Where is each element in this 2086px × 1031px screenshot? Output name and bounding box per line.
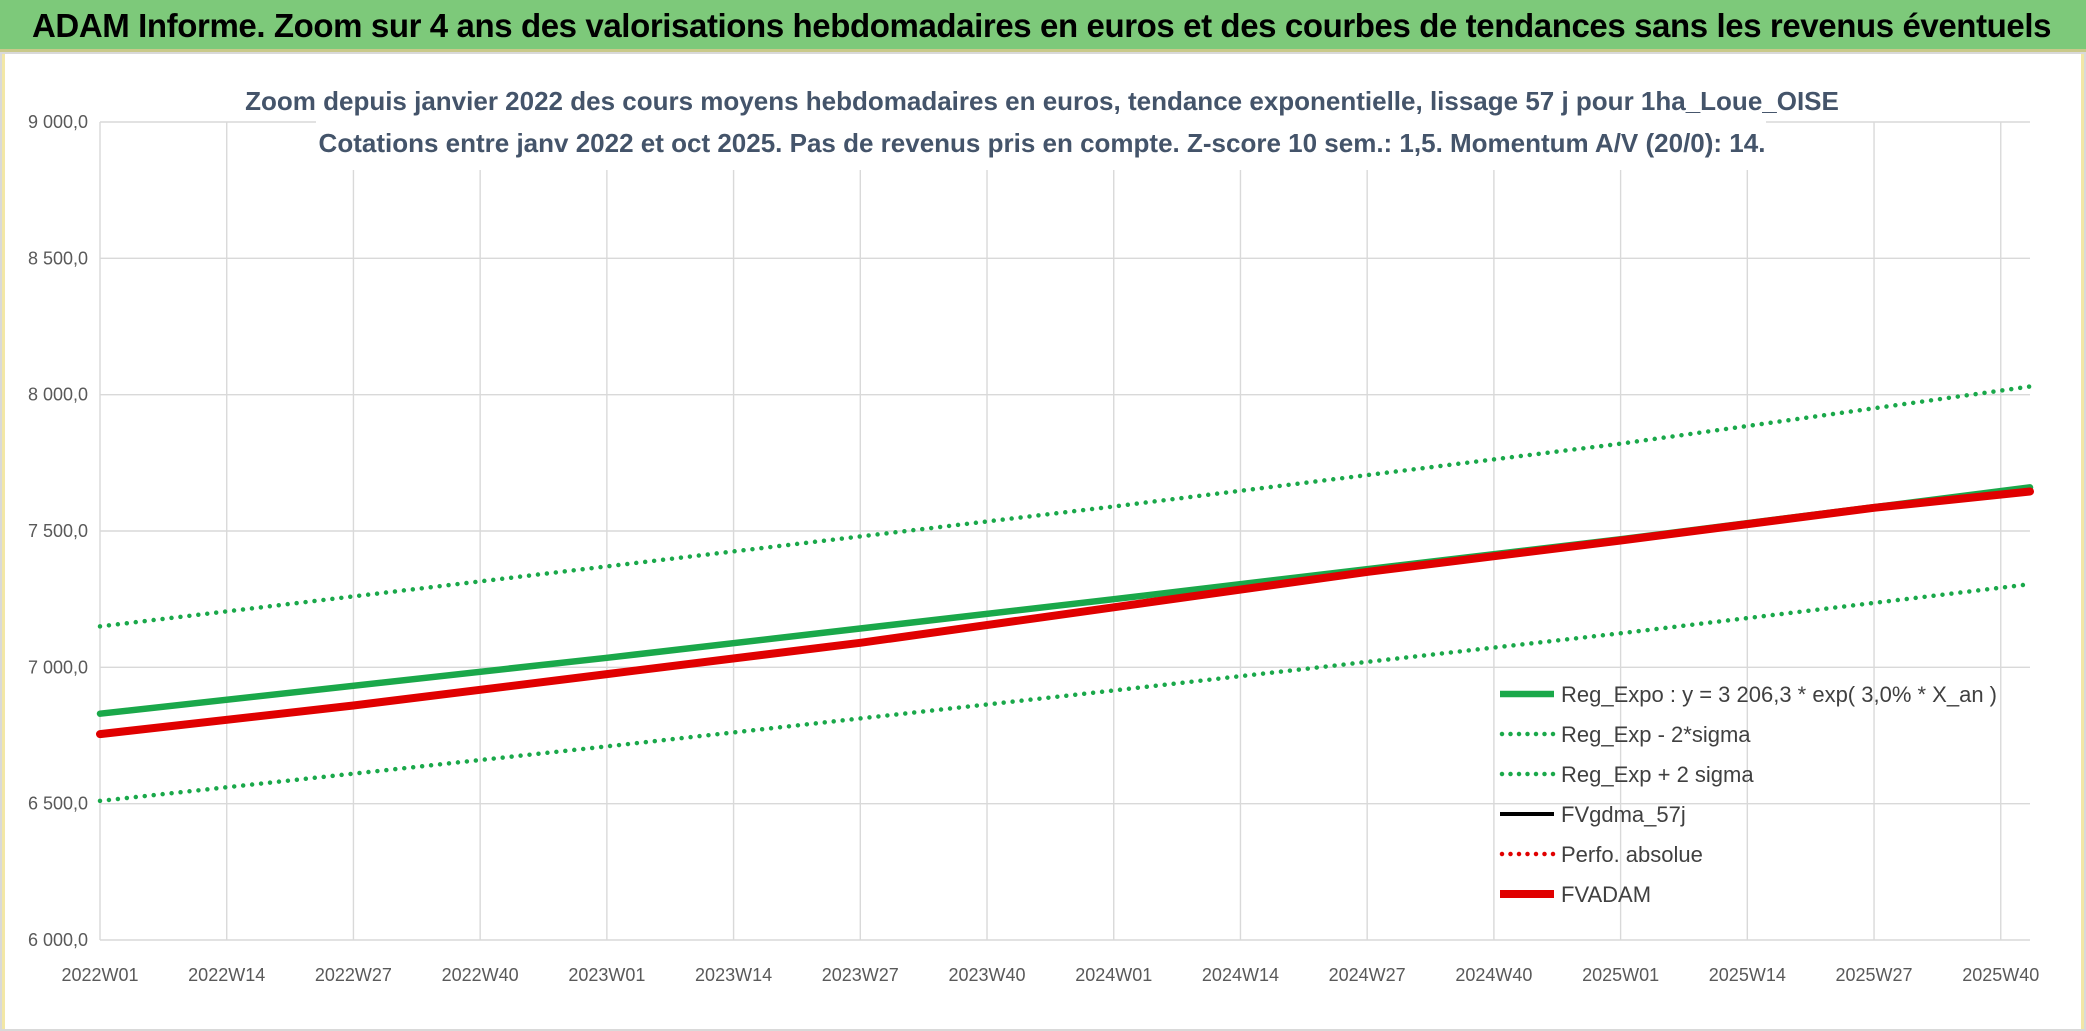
legend-label: Reg_Exp - 2*sigma	[1561, 722, 1751, 747]
y-tick-label: 6 500,0	[28, 794, 88, 814]
chart-frame	[0, 52, 2086, 1031]
x-tick-label: 2022W01	[61, 965, 138, 985]
x-tick-label: 2025W14	[1709, 965, 1786, 985]
chart-title: Zoom depuis janvier 2022 des cours moyen…	[245, 86, 1839, 116]
x-tick-label: 2023W01	[568, 965, 645, 985]
x-tick-label: 2023W40	[948, 965, 1025, 985]
y-tick-label: 8 000,0	[28, 385, 88, 405]
y-tick-label: 7 000,0	[28, 657, 88, 677]
y-tick-label: 6 000,0	[28, 930, 88, 950]
legend-label: Reg_Expo : y = 3 206,3 * exp( 3,0% * X_a…	[1561, 682, 1997, 707]
series-line-2	[97, 581, 2033, 804]
series-lines	[96, 384, 2034, 804]
title-background	[316, 78, 1766, 170]
legend-label: FVgdma_57j	[1561, 802, 1686, 827]
x-tick-label: 2024W27	[1329, 965, 1406, 985]
legend-label: Perfo. absolue	[1561, 842, 1703, 867]
x-tick-label: 2022W27	[315, 965, 392, 985]
x-tick-label: 2024W14	[1202, 965, 1279, 985]
x-tick-label: 2025W27	[1836, 965, 1913, 985]
x-tick-label: 2023W27	[822, 965, 899, 985]
x-tick-label: 2023W14	[695, 965, 772, 985]
series-line-6	[96, 487, 2034, 739]
x-tick-label: 2024W01	[1075, 965, 1152, 985]
x-tick-label: 2022W14	[188, 965, 265, 985]
x-tick-label: 2024W40	[1455, 965, 1532, 985]
legend-label: FVADAM	[1561, 882, 1651, 907]
y-axis-ticks: 6 000,0 6 500,0 7 000,0 7 500,0 8 000,0 8 500…	[28, 112, 88, 950]
report-banner: ADAM Informe. Zoom sur 4 ans des valoris…	[0, 0, 2086, 52]
x-axis-ticks: 2022W01 2022W14 2022W27 2022W40 2023W01 2023W…	[61, 965, 2039, 985]
report-title: ADAM Informe. Zoom sur 4 ans des valoris…	[32, 7, 2052, 44]
x-tick-label: 2025W40	[1962, 965, 2039, 985]
gridlines	[99, 121, 2030, 941]
chart-subtitle: Cotations entre janv 2022 et oct 2025. P…	[319, 128, 1766, 158]
x-tick-label: 2025W01	[1582, 965, 1659, 985]
legend: Reg_Expo : y = 3 206,3 * exp( 3,0% * X_a…	[1499, 682, 1997, 907]
y-tick-label: 7 500,0	[28, 521, 88, 541]
y-tick-label: 8 500,0	[28, 248, 88, 268]
legend-label: Reg_Exp + 2 sigma	[1561, 762, 1754, 787]
x-tick-label: 2022W40	[442, 965, 519, 985]
right-border	[2081, 52, 2086, 1031]
series-line-3	[97, 384, 2033, 629]
y-tick-label: 9 000,0	[28, 112, 88, 132]
left-border	[0, 52, 5, 1031]
